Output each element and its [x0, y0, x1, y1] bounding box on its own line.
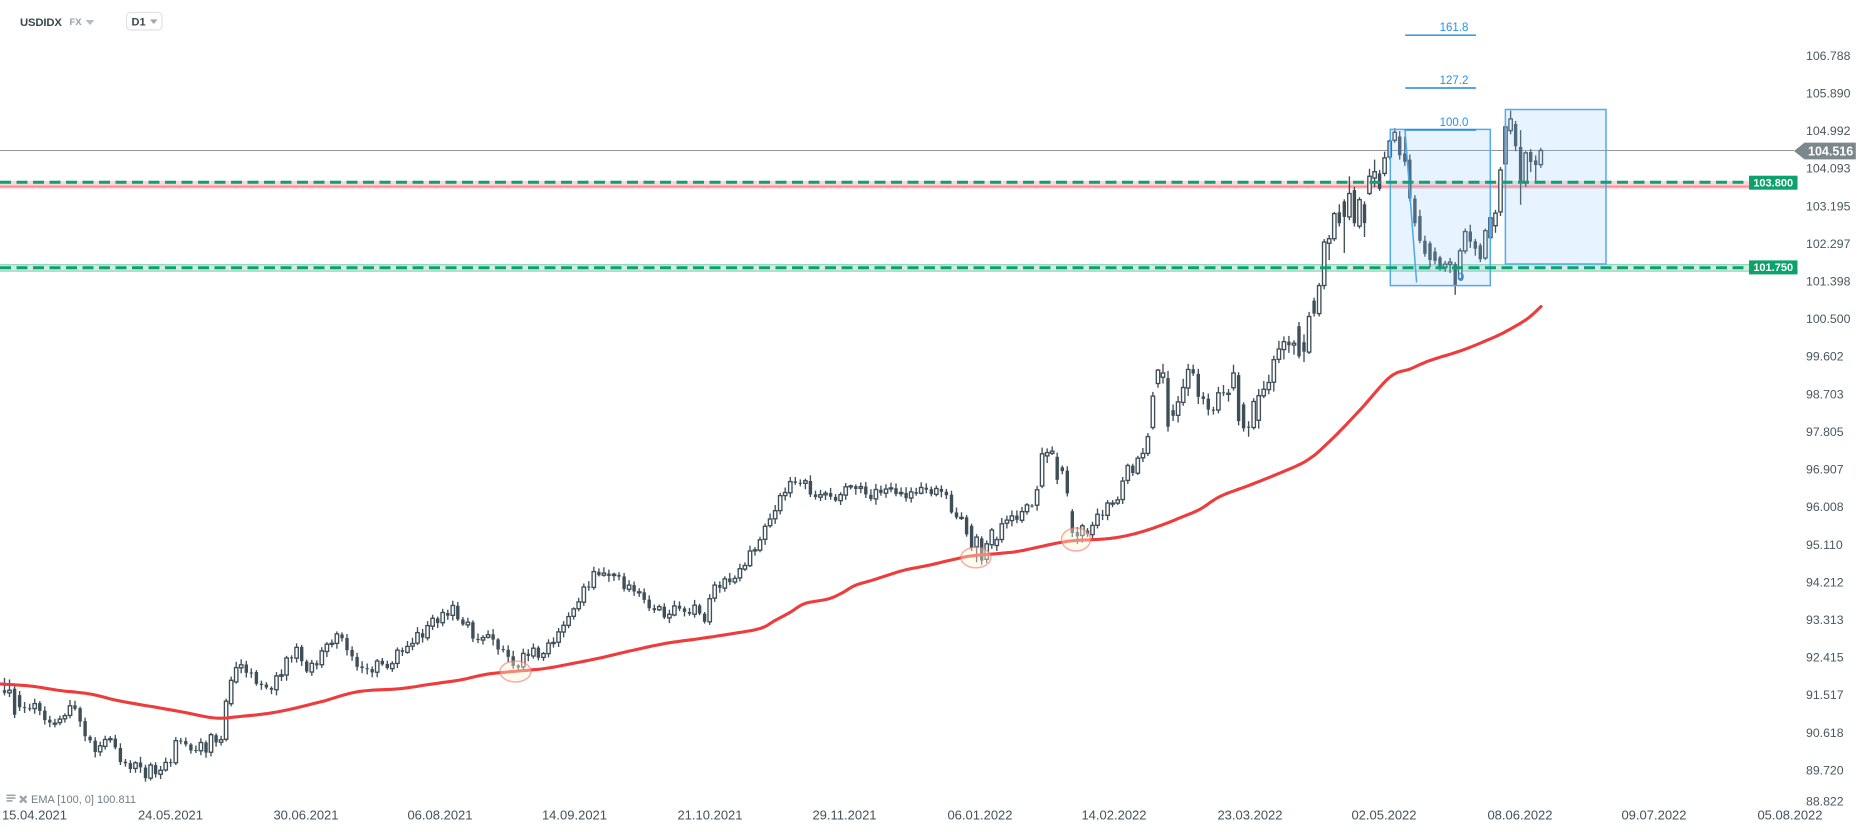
svg-text:23.03.2022: 23.03.2022	[1217, 808, 1282, 823]
svg-text:29.11.2021: 29.11.2021	[812, 808, 876, 823]
svg-text:15.04.2021: 15.04.2021	[2, 808, 67, 823]
svg-text:14.02.2022: 14.02.2022	[1081, 808, 1146, 823]
svg-text:06.08.2021: 06.08.2021	[407, 808, 472, 823]
svg-text:92.415: 92.415	[1806, 651, 1844, 665]
svg-text:21.10.2021: 21.10.2021	[677, 808, 742, 823]
svg-text:127.2: 127.2	[1440, 75, 1469, 87]
svg-text:EMA [100, 0] 100.811: EMA [100, 0] 100.811	[31, 794, 136, 806]
svg-text:05.08.2022: 05.08.2022	[1757, 808, 1822, 823]
svg-text:96.008: 96.008	[1806, 500, 1844, 514]
svg-text:161.8: 161.8	[1440, 22, 1469, 34]
svg-text:104.516: 104.516	[1808, 145, 1853, 159]
svg-text:USDIDX: USDIDX	[20, 17, 62, 29]
svg-text:FX: FX	[70, 17, 83, 28]
svg-text:104.093: 104.093	[1806, 162, 1851, 176]
svg-text:95.110: 95.110	[1806, 538, 1843, 552]
svg-text:104.992: 104.992	[1806, 124, 1851, 138]
svg-text:102.297: 102.297	[1806, 237, 1851, 251]
svg-text:09.07.2022: 09.07.2022	[1621, 808, 1686, 823]
svg-text:99.602: 99.602	[1806, 350, 1844, 364]
svg-text:30.06.2021: 30.06.2021	[273, 808, 338, 823]
svg-text:103.195: 103.195	[1806, 199, 1851, 213]
svg-text:106.788: 106.788	[1806, 49, 1851, 63]
svg-text:88.822: 88.822	[1806, 794, 1844, 808]
svg-text:06.01.2022: 06.01.2022	[947, 808, 1012, 823]
svg-text:100.0: 100.0	[1440, 117, 1469, 129]
svg-text:0: 0	[1458, 272, 1464, 284]
svg-text:91.517: 91.517	[1806, 688, 1844, 702]
svg-text:24.05.2021: 24.05.2021	[138, 808, 203, 823]
svg-text:98.703: 98.703	[1806, 387, 1844, 401]
svg-text:02.05.2022: 02.05.2022	[1351, 808, 1416, 823]
svg-text:93.313: 93.313	[1806, 613, 1844, 627]
svg-text:105.890: 105.890	[1806, 87, 1851, 101]
svg-text:96.907: 96.907	[1806, 463, 1844, 477]
svg-text:89.720: 89.720	[1806, 763, 1844, 777]
svg-text:100.500: 100.500	[1806, 312, 1851, 326]
svg-text:94.212: 94.212	[1806, 575, 1844, 589]
svg-text:90.618: 90.618	[1806, 726, 1844, 740]
svg-text:101.398: 101.398	[1806, 275, 1851, 289]
svg-text:101.750: 101.750	[1753, 262, 1793, 274]
svg-text:103.800: 103.800	[1753, 177, 1793, 189]
svg-text:97.805: 97.805	[1806, 425, 1844, 439]
svg-text:D1: D1	[132, 17, 146, 29]
svg-text:08.06.2022: 08.06.2022	[1487, 808, 1552, 823]
svg-text:14.09.2021: 14.09.2021	[542, 808, 607, 823]
